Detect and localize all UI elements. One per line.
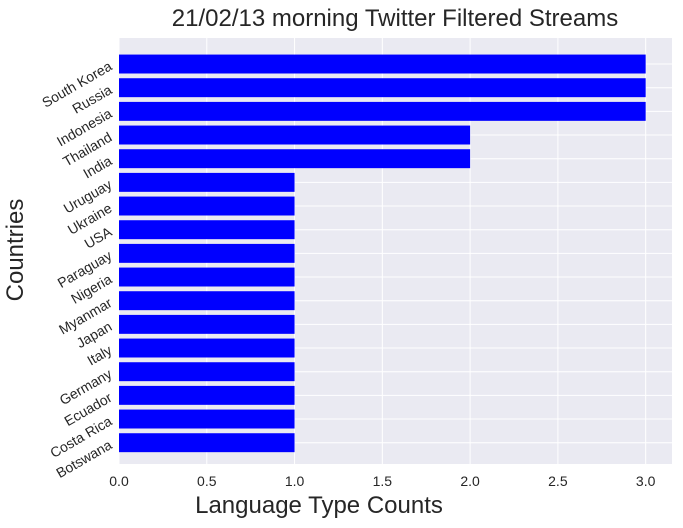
bars (119, 54, 646, 453)
x-tick-labels: 0.0 0.5 1.0 1.5 2.0 2.5 3.0 (109, 473, 655, 489)
bar-ukraine (119, 196, 295, 216)
bar-ecuador (119, 385, 295, 405)
x-tick-label: 0.5 (197, 473, 217, 489)
bar-botswana (119, 433, 295, 453)
bar-paraguay (119, 243, 295, 263)
y-tick-labels: South KoreaRussiaIndonesiaThailandIndiaU… (39, 58, 115, 481)
bar-germany (119, 362, 295, 382)
x-tick-label: 1.0 (285, 473, 305, 489)
chart-title: 21/02/13 morning Twitter Filtered Stream… (172, 5, 618, 32)
bar-japan (119, 314, 295, 334)
y-axis-label: Countries (2, 199, 29, 302)
bar-russia (119, 78, 646, 98)
bar-south-korea (119, 54, 646, 74)
x-tick-label: 2.5 (548, 473, 568, 489)
bar-india (119, 149, 471, 169)
bar-costa-rica (119, 409, 295, 429)
bar-indonesia (119, 101, 646, 121)
bar-nigeria (119, 267, 295, 287)
x-tick-label: 3.0 (636, 473, 656, 489)
bar-myanmar (119, 291, 295, 311)
bar-uruguay (119, 172, 295, 192)
bar-thailand (119, 125, 471, 145)
bar-italy (119, 338, 295, 358)
x-tick-label: 0.0 (109, 473, 129, 489)
x-tick-label: 2.0 (460, 473, 480, 489)
bar-usa (119, 220, 295, 240)
x-tick-label: 1.5 (373, 473, 393, 489)
x-axis-label: Language Type Counts (195, 492, 443, 519)
